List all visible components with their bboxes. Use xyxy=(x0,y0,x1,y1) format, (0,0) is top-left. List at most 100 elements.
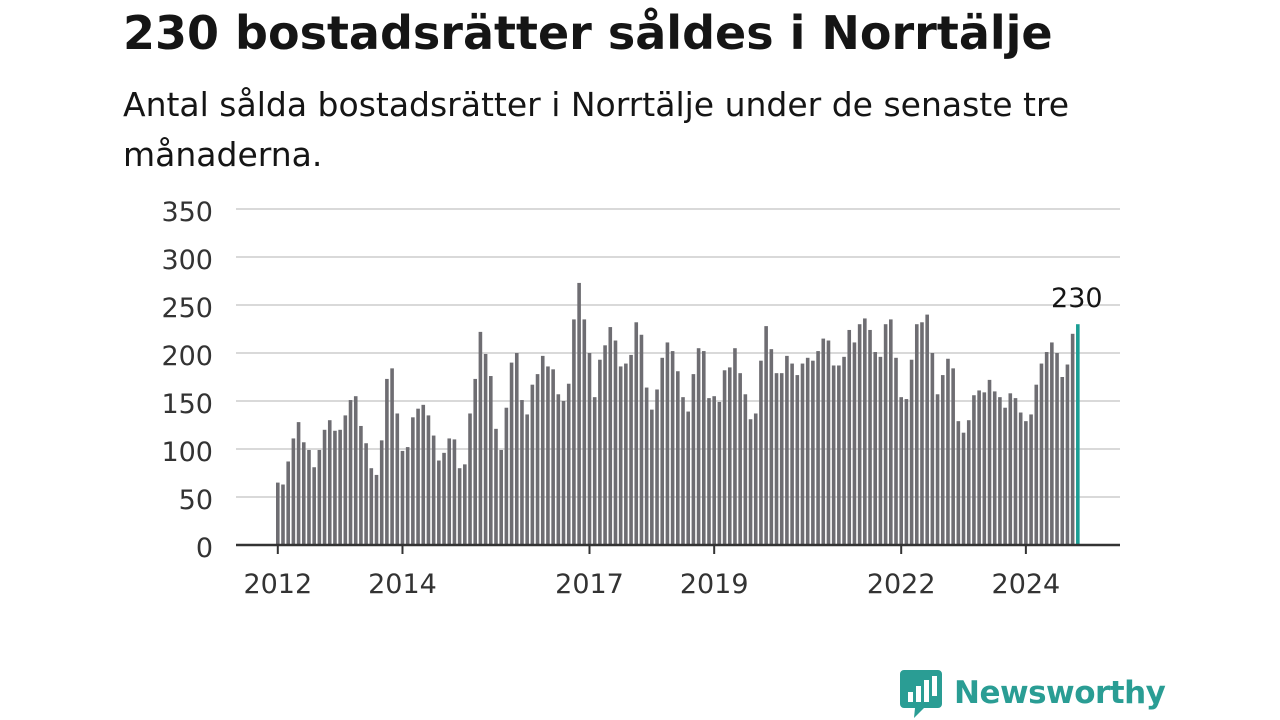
bar xyxy=(1050,342,1054,545)
bar xyxy=(437,460,441,545)
x-tick-label: 2014 xyxy=(368,569,437,600)
bar xyxy=(301,442,306,545)
bar xyxy=(759,360,763,545)
bar xyxy=(281,484,285,545)
bar xyxy=(1024,421,1028,545)
bar xyxy=(540,355,545,545)
newsworthy-logo-icon xyxy=(900,670,942,718)
x-tick-label: 2022 xyxy=(867,569,936,600)
bar xyxy=(551,369,555,545)
bar xyxy=(359,425,363,545)
bar xyxy=(447,438,452,545)
bar xyxy=(920,322,924,545)
bar xyxy=(483,353,488,545)
bar xyxy=(863,318,867,545)
bar xyxy=(343,415,348,545)
newsworthy-logo: Newsworthy xyxy=(900,668,1166,718)
bar xyxy=(691,374,696,545)
bar xyxy=(488,376,493,545)
bar xyxy=(982,392,987,545)
bar xyxy=(478,331,483,545)
bar xyxy=(909,359,914,545)
bar xyxy=(1018,412,1023,545)
bar xyxy=(1070,333,1075,545)
x-tick-label: 2012 xyxy=(243,569,312,600)
bar xyxy=(566,383,571,545)
bar xyxy=(452,439,457,545)
y-tick-label: 300 xyxy=(161,245,213,276)
bar xyxy=(457,468,462,545)
bar xyxy=(629,354,633,545)
bar xyxy=(598,359,602,545)
bar xyxy=(987,379,992,545)
bar xyxy=(670,351,675,545)
bars xyxy=(276,282,1080,545)
bar xyxy=(1060,377,1065,545)
bar xyxy=(603,345,607,545)
bar xyxy=(914,324,919,545)
bar xyxy=(904,399,909,545)
bar xyxy=(525,414,529,545)
y-tick-label: 0 xyxy=(196,533,213,564)
bar xyxy=(348,400,353,545)
bar xyxy=(821,338,826,545)
bar xyxy=(816,351,820,545)
bar xyxy=(686,411,691,545)
bar xyxy=(790,363,794,545)
bar xyxy=(1003,407,1007,545)
bar xyxy=(587,353,592,545)
bar xyxy=(276,482,280,545)
y-tick-label: 150 xyxy=(161,389,213,420)
bar xyxy=(353,396,358,545)
bar xyxy=(312,467,316,545)
bar xyxy=(753,413,758,545)
bar xyxy=(707,398,711,545)
bar xyxy=(509,362,514,545)
bar xyxy=(379,440,384,545)
bar xyxy=(774,373,779,545)
bar xyxy=(930,353,935,545)
bar xyxy=(395,413,400,545)
bar xyxy=(1055,353,1059,545)
bar xyxy=(546,366,550,545)
bar xyxy=(852,342,857,545)
bar xyxy=(592,397,597,545)
bar xyxy=(733,348,737,545)
bar xyxy=(613,340,618,545)
bar xyxy=(634,322,639,545)
bar xyxy=(940,375,945,545)
bar xyxy=(624,363,628,545)
bar xyxy=(748,419,753,545)
bar xyxy=(494,428,498,545)
bar xyxy=(1013,398,1018,545)
highlight-value-label: 230 xyxy=(1051,283,1103,314)
bar xyxy=(831,365,836,545)
bar xyxy=(899,397,903,545)
bar xyxy=(650,409,654,545)
bar xyxy=(291,438,296,545)
bar xyxy=(463,464,467,545)
bar xyxy=(712,396,716,545)
bar xyxy=(1008,393,1013,545)
x-tick-label: 2024 xyxy=(992,569,1061,600)
newsworthy-logo-text: Newsworthy xyxy=(954,675,1166,711)
bar xyxy=(572,319,576,545)
bar xyxy=(701,351,706,545)
bar xyxy=(837,365,841,545)
bar xyxy=(556,394,561,545)
bar xyxy=(369,468,374,545)
bar xyxy=(847,329,852,545)
bar xyxy=(338,429,342,545)
bar xyxy=(514,353,519,545)
bar xyxy=(956,421,961,545)
bar xyxy=(676,371,680,545)
bar xyxy=(696,348,701,545)
bar xyxy=(1065,364,1070,545)
bar xyxy=(951,368,955,545)
y-tick-label: 200 xyxy=(161,341,213,372)
bar xyxy=(390,368,394,545)
highlight-bar xyxy=(1076,324,1080,545)
bar xyxy=(878,356,883,545)
bar xyxy=(660,357,665,545)
bar xyxy=(1034,384,1039,545)
